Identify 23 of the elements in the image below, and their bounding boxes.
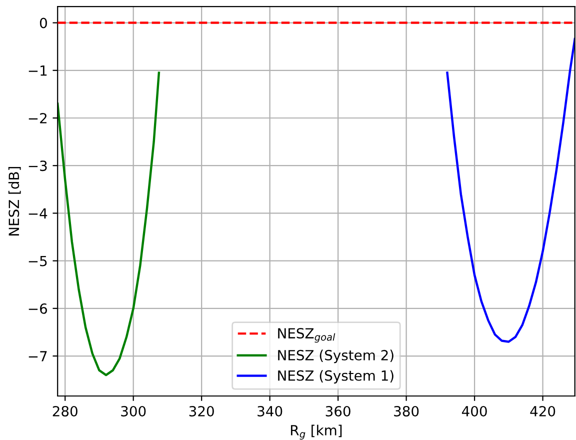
x-tick-label: 400 bbox=[462, 406, 487, 416]
y-tick-label: −1 bbox=[28, 66, 47, 76]
x-tick-label: 380 bbox=[394, 406, 419, 416]
y-tick-label: 0 bbox=[40, 18, 47, 28]
y-axis-title: NESZ [dB] bbox=[8, 166, 21, 236]
legend-label: NESZ$_{goal}$ bbox=[278, 328, 336, 343]
legend-label: NESZ (System 2) bbox=[278, 350, 394, 364]
y-tick-label: −6 bbox=[28, 303, 47, 314]
x-tick-label: 420 bbox=[530, 406, 556, 416]
y-tick-label: −5 bbox=[28, 256, 47, 266]
x-axis-title: R$_{g}$ [km] bbox=[290, 424, 342, 440]
y-tick-label: −2 bbox=[28, 112, 46, 124]
legend-label: NESZ (System 1) bbox=[278, 370, 394, 384]
x-tick-label: 360 bbox=[326, 406, 350, 416]
y-tick-label: −7 bbox=[28, 351, 47, 362]
y-tick-label: −3 bbox=[28, 160, 47, 172]
y-tick-label: −4 bbox=[28, 208, 48, 218]
line-series bbox=[446, 38, 575, 343]
x-tick-label: 300 bbox=[121, 406, 146, 416]
x-tick-label: 280 bbox=[52, 406, 78, 416]
x-tick-label: 340 bbox=[258, 406, 282, 416]
x-tick-label: 320 bbox=[189, 406, 214, 416]
line-series bbox=[58, 72, 160, 376]
